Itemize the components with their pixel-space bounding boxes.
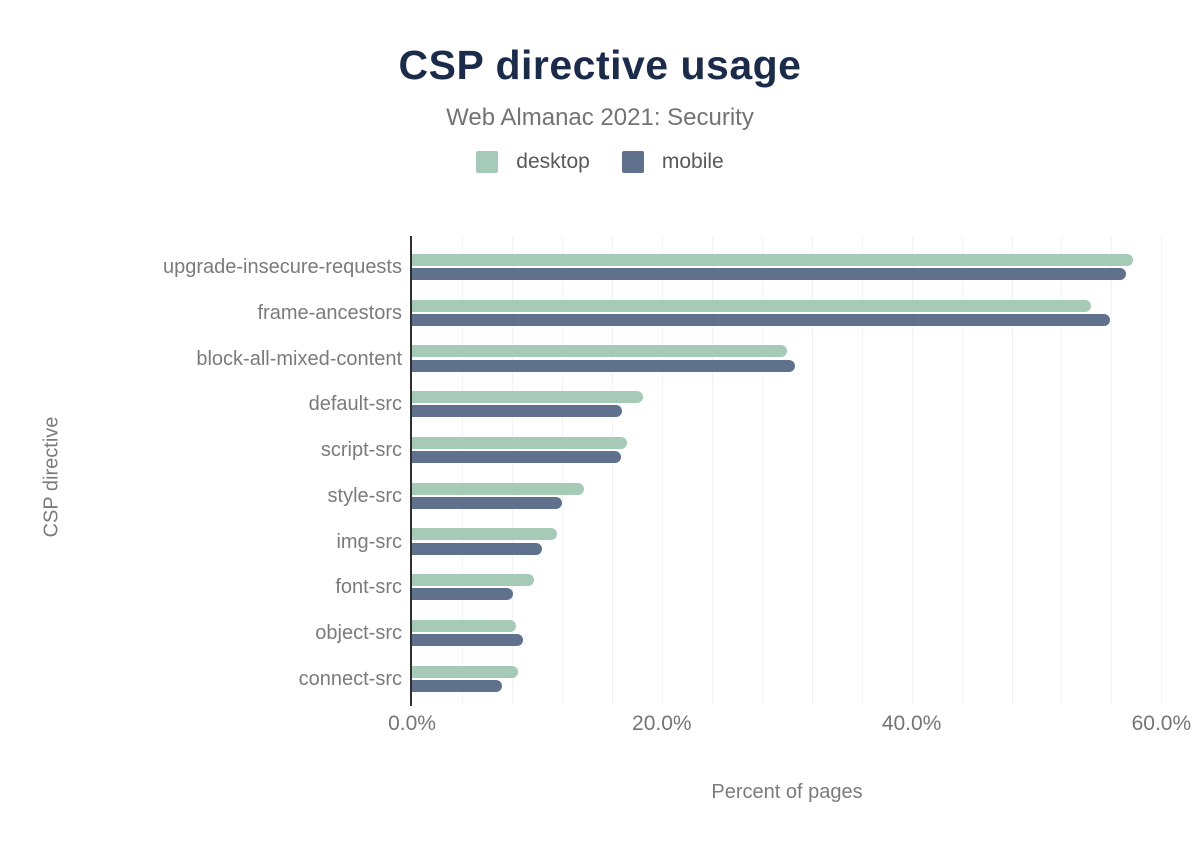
- legend: desktop mobile: [0, 150, 1200, 174]
- gridline-52pct: [1061, 236, 1063, 704]
- bar-mobile-font-src: [412, 588, 514, 601]
- x-tick-label-40.0%: 40.0%: [881, 712, 942, 735]
- legend-label-mobile: mobile: [661, 150, 724, 173]
- gridline-48pct: [1011, 236, 1013, 704]
- category-label-font-src: font-src: [335, 576, 402, 599]
- bar-desktop-style-src: [412, 482, 585, 495]
- bar-desktop-img-src: [412, 528, 557, 541]
- legend-item-mobile: mobile: [621, 150, 724, 174]
- gridline-28pct: [761, 236, 763, 704]
- bar-mobile-script-src: [412, 451, 621, 464]
- x-axis-title: Percent of pages: [711, 781, 863, 803]
- category-label-script-src: script-src: [320, 439, 402, 461]
- gridline-4pct: [461, 236, 463, 704]
- category-label-connect-src: connect-src: [298, 667, 402, 690]
- gridline-56pct: [1111, 236, 1113, 704]
- gridline-16pct: [611, 236, 613, 704]
- gridline-60pct: [1161, 236, 1163, 704]
- bar-mobile-default-src: [412, 405, 622, 418]
- x-tick-label-60.0%: 60.0%: [1131, 712, 1192, 735]
- chart-title: CSP directive usage: [398, 42, 802, 88]
- category-label-upgrade-insecure-requests: upgrade-insecure-requests: [162, 256, 402, 278]
- legend-swatch-desktop: [476, 151, 499, 173]
- x-tick-label-0.0%: 0.0%: [388, 712, 436, 735]
- gridline-36pct: [861, 236, 863, 704]
- bar-mobile-img-src: [412, 542, 542, 555]
- chart-subtitle: Web Almanac 2021: Security: [446, 104, 754, 131]
- legend-swatch-mobile: [621, 151, 644, 173]
- category-label-block-all-mixed-content: block-all-mixed-content: [196, 347, 402, 370]
- legend-label-desktop: desktop: [516, 150, 590, 173]
- x-tick-label-20.0%: 20.0%: [632, 712, 692, 735]
- bar-desktop-font-src: [412, 574, 535, 587]
- bar-mobile-block-all-mixed-content: [412, 359, 796, 372]
- category-label-object-src: object-src: [315, 622, 402, 644]
- category-label-frame-ancestors: frame-ancestors: [257, 301, 403, 324]
- bar-mobile-upgrade-insecure-requests: [412, 268, 1127, 281]
- bar-desktop-block-all-mixed-content: [412, 345, 787, 358]
- category-label-style-src: style-src: [327, 484, 402, 507]
- category-label-default-src: default-src: [308, 393, 402, 416]
- bar-mobile-object-src: [412, 634, 524, 647]
- bar-mobile-frame-ancestors: [412, 313, 1111, 326]
- bar-desktop-object-src: [412, 619, 516, 632]
- y-axis-title: CSP directive: [40, 416, 63, 538]
- gridline-40pct: [911, 236, 913, 704]
- y-axis-line: [410, 236, 412, 706]
- bar-desktop-upgrade-insecure-requests: [412, 253, 1133, 266]
- gridline-20pct: [661, 236, 663, 704]
- gridline-32pct: [811, 236, 813, 704]
- bar-desktop-script-src: [412, 436, 627, 449]
- bar-desktop-default-src: [412, 391, 644, 404]
- gridline-44pct: [961, 236, 963, 704]
- gridline-8pct: [511, 236, 513, 704]
- bar-desktop-connect-src: [412, 665, 519, 678]
- legend-item-desktop: desktop: [476, 150, 590, 174]
- bar-mobile-style-src: [412, 496, 562, 509]
- gridline-24pct: [711, 236, 713, 704]
- gridline-12pct: [561, 236, 563, 704]
- bar-mobile-connect-src: [412, 679, 502, 692]
- bar-desktop-frame-ancestors: [412, 299, 1092, 312]
- category-label-img-src: img-src: [336, 530, 402, 553]
